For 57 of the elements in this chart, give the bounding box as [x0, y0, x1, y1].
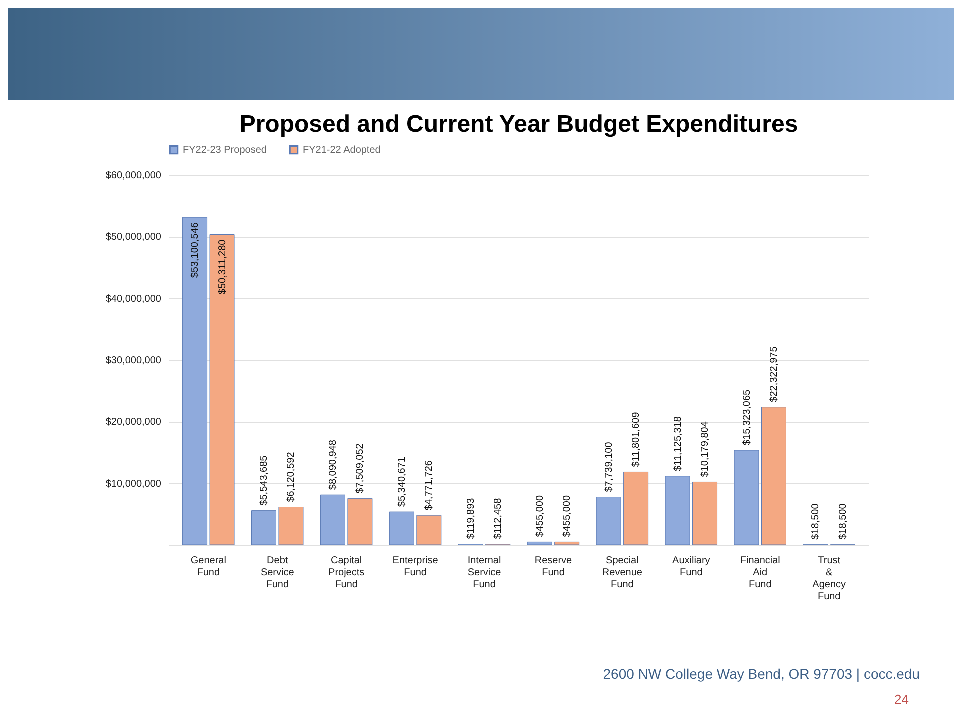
- bar: [624, 472, 649, 546]
- bar: [348, 498, 373, 546]
- x-tick-label: Financial Aid Fund: [740, 556, 780, 590]
- y-tick-label: $10,000,000: [106, 478, 162, 490]
- y-tick-label: $60,000,000: [106, 170, 162, 182]
- data-label: $7,509,052: [355, 443, 366, 494]
- x-tick-label: Auxiliary Fund: [672, 556, 710, 578]
- text: 2600 NW College Way Bend, OR 97703 | cocc.edu: [603, 666, 920, 682]
- bar: [692, 482, 718, 546]
- data-label: $11,801,609: [631, 412, 642, 468]
- x-tick-label: Trust & Agency Fund: [812, 556, 846, 602]
- x-tick-label: Reserve Fund: [534, 556, 573, 578]
- y-tick-label: $50,000,000: [106, 232, 162, 244]
- data-label: $8,090,948: [328, 440, 339, 490]
- data-label: $15,323,065: [742, 389, 753, 446]
- bar: [734, 450, 760, 546]
- data-label: $7,739,100: [604, 442, 615, 492]
- y-tick-label: $30,000,000: [106, 356, 162, 366]
- bar: [665, 476, 690, 546]
- data-label: $22,322,975: [768, 346, 780, 402]
- text: 24: [894, 692, 909, 707]
- data-label: $18,500: [810, 503, 822, 540]
- x-tick-label: General Fund: [190, 556, 226, 578]
- x-tick-label: Capital Projects Fund: [328, 556, 365, 590]
- bar: [596, 497, 622, 546]
- bar: [182, 217, 208, 546]
- data-label: $5,340,671: [396, 456, 408, 508]
- y-tick-label: $20,000,000: [106, 417, 162, 428]
- data-label: $455,000: [534, 495, 546, 538]
- bar: [278, 507, 304, 546]
- bar: [527, 542, 552, 546]
- legend-label: FY22-23 Proposed: [183, 145, 267, 156]
- y-tick-label: $40,000,000: [106, 294, 162, 305]
- data-label: $18,500: [838, 503, 849, 540]
- x-tick-label: Special Revenue Fund: [602, 556, 643, 590]
- data-label: $112,458: [493, 498, 504, 540]
- legend-label: FY21-22 Adopted: [303, 145, 381, 156]
- data-label: $5,543,685: [259, 455, 270, 506]
- x-tick-label: Internal Service Fund: [468, 556, 502, 590]
- data-label: $10,179,804: [700, 421, 712, 478]
- chart-title: Proposed and Current Year Budget Expenditures: [240, 111, 798, 138]
- bar: [554, 542, 580, 546]
- data-label: $50,311,280: [217, 239, 228, 295]
- data-label: $455,000: [562, 495, 574, 538]
- data-label: $6,120,592: [286, 452, 298, 502]
- bar: [320, 494, 346, 546]
- bar: [416, 515, 442, 546]
- x-tick-label: Enterprise Fund: [392, 556, 439, 578]
- bar: [252, 510, 277, 546]
- data-label: $119,893: [466, 498, 477, 540]
- bar: [389, 512, 414, 546]
- data-label: $53,100,546: [190, 222, 202, 278]
- x-tick-label: Debt Service Fund: [260, 556, 295, 590]
- data-label: $4,771,726: [424, 460, 436, 511]
- bar: [761, 407, 786, 546]
- bar: [210, 234, 235, 546]
- data-label: $11,125,318: [672, 416, 684, 472]
